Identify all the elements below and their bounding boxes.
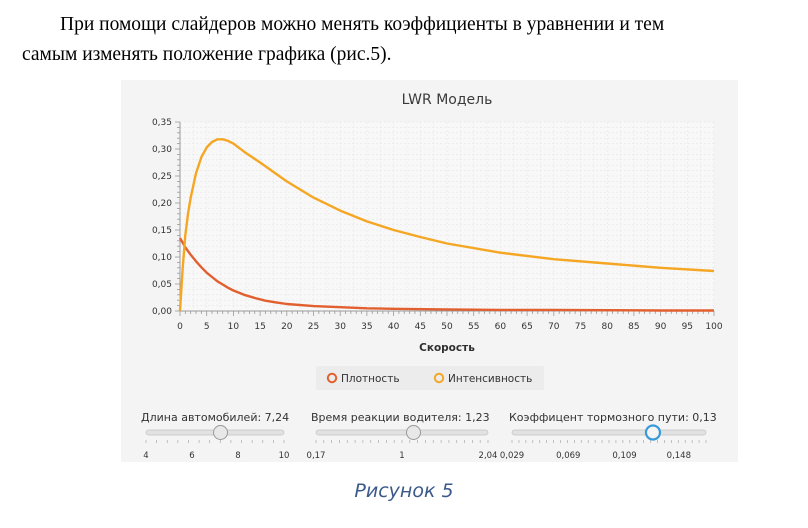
slider-tick-label: 6 bbox=[189, 451, 194, 461]
paragraph-line-2: самым изменять положение графика (рис.5)… bbox=[22, 44, 392, 65]
x-tick-label: 60 bbox=[495, 322, 507, 332]
x-tick-label: 80 bbox=[601, 322, 613, 332]
slider-tick-label: 8 bbox=[235, 451, 240, 461]
legend-marker bbox=[433, 372, 445, 384]
legend-label: Плотность bbox=[341, 373, 400, 385]
paragraph-line-1: При помощи слайдеров можно менять коэффи… bbox=[60, 14, 665, 35]
slider-tick-label: 0,148 bbox=[667, 451, 691, 461]
x-tick-label: 85 bbox=[628, 322, 639, 332]
x-tick-label: 35 bbox=[361, 322, 372, 332]
y-tick-label: 0,35 bbox=[152, 118, 172, 128]
series-line-Плотность bbox=[178, 237, 714, 312]
x-tick-label: 15 bbox=[254, 322, 265, 332]
x-tick-label: 25 bbox=[308, 322, 319, 332]
x-tick-label: 100 bbox=[705, 322, 722, 332]
figure-caption: Рисунок 5 bbox=[354, 480, 454, 502]
legend-marker bbox=[326, 372, 338, 384]
y-tick-label: 0,30 bbox=[152, 145, 172, 155]
x-tick-label: 45 bbox=[415, 322, 426, 332]
x-tick-label: 40 bbox=[388, 322, 400, 332]
slider-thumb[interactable] bbox=[405, 425, 421, 440]
y-tick-label: 0,05 bbox=[152, 280, 172, 290]
slider-thumb[interactable] bbox=[213, 425, 229, 440]
x-tick-label: 20 bbox=[281, 322, 293, 332]
slider-tick-label: 10 bbox=[279, 451, 290, 461]
x-tick-label: 70 bbox=[548, 322, 560, 332]
y-tick-label: 0,15 bbox=[152, 226, 172, 236]
slider-tick-label: 0,069 bbox=[556, 451, 580, 461]
x-tick-label: 0 bbox=[177, 322, 183, 332]
x-tick-label: 5 bbox=[204, 322, 210, 332]
y-tick-label: 0,20 bbox=[152, 199, 172, 209]
slider-tick-label: 1 bbox=[399, 451, 404, 461]
slider-label: Коэффицент тормозного пути: 0,13 bbox=[509, 411, 717, 424]
x-tick-label: 10 bbox=[228, 322, 240, 332]
x-tick-label: 90 bbox=[655, 322, 667, 332]
lwr-model-window: LWR Модель 0 5 10 15 20 25 30 35 40 45 50 55 60 65 70 75… bbox=[121, 80, 738, 462]
slider-tick-label: 0,029 bbox=[500, 451, 524, 461]
lwr-chart: LWR Модель 0 5 10 15 20 25 30 35 40 45 50 55 60 65 70 75… bbox=[141, 92, 723, 461]
x-tick-label: 30 bbox=[334, 322, 346, 332]
slider-tick-label: 0,17 bbox=[307, 451, 326, 461]
y-tick-label: 0,00 bbox=[152, 307, 172, 317]
slider-tick-label: 2,04 bbox=[479, 451, 498, 461]
legend-label: Интенсивность bbox=[448, 373, 532, 385]
slider-track[interactable] bbox=[315, 429, 489, 436]
x-tick-label: 75 bbox=[575, 322, 586, 332]
x-tick-label: 50 bbox=[441, 322, 453, 332]
chart-title: LWR Модель bbox=[402, 92, 493, 108]
slider-label: Длина автомобилей: 7,24 bbox=[141, 411, 289, 424]
slider-thumb-focused[interactable] bbox=[644, 424, 662, 441]
legend-box bbox=[316, 366, 544, 390]
y-tick-label: 0,10 bbox=[152, 253, 172, 263]
slider-tick-label: 0,109 bbox=[612, 451, 636, 461]
y-tick-label: 0,25 bbox=[152, 172, 172, 182]
x-tick-label: 65 bbox=[521, 322, 532, 332]
x-tick-label: 95 bbox=[682, 322, 693, 332]
slider-track[interactable] bbox=[511, 429, 707, 436]
x-axis-label: Скорость bbox=[419, 342, 475, 354]
series-line-Интенсивность bbox=[178, 138, 715, 312]
paragraph: При помощи слайдеров можно менять коэффи… bbox=[22, 10, 802, 70]
slider-label: Время реакции водителя: 1,23 bbox=[311, 411, 490, 424]
slider-tick-label: 4 bbox=[143, 451, 148, 461]
x-tick-label: 55 bbox=[468, 322, 479, 332]
